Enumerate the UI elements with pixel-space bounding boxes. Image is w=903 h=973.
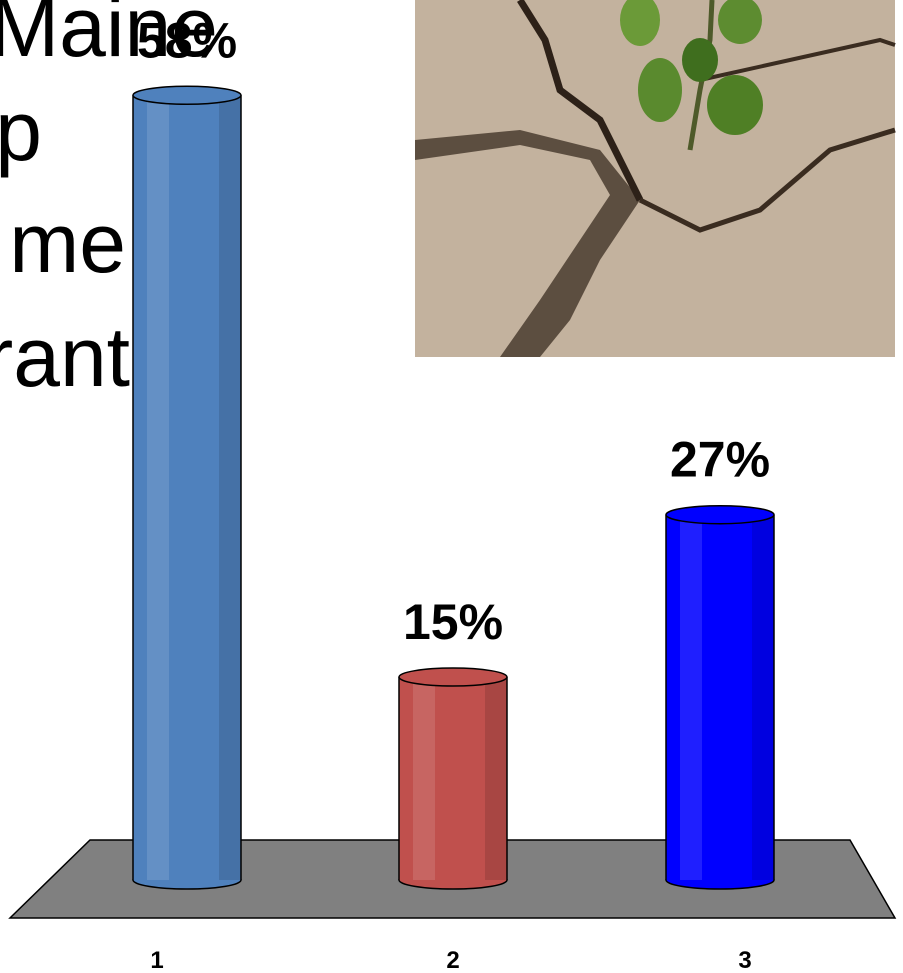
x-tick-label: 3 bbox=[738, 947, 751, 973]
bar-shade bbox=[752, 514, 774, 880]
bar-highlight bbox=[680, 514, 702, 880]
bar-shade bbox=[219, 95, 241, 880]
cylinder-top bbox=[398, 667, 508, 687]
bar bbox=[133, 95, 241, 880]
value-label: 27% bbox=[670, 432, 770, 488]
value-label: 58% bbox=[137, 12, 237, 68]
cylinder-top bbox=[132, 85, 242, 106]
x-tick-label: 1 bbox=[150, 947, 163, 973]
value-label: 15% bbox=[403, 594, 503, 650]
slide-text: Maine bbox=[0, 0, 218, 74]
bar-shade bbox=[485, 677, 507, 880]
slide-text: me bbox=[9, 196, 126, 290]
x-tick-label: 2 bbox=[446, 947, 459, 973]
bar-highlight bbox=[147, 95, 169, 880]
bar bbox=[399, 677, 507, 880]
bar-highlight bbox=[413, 677, 435, 880]
slide-text: rant bbox=[0, 310, 130, 404]
slide-text: p bbox=[0, 84, 42, 178]
cylinder-top bbox=[665, 504, 775, 525]
photo bbox=[415, 0, 896, 357]
bar bbox=[666, 514, 774, 880]
